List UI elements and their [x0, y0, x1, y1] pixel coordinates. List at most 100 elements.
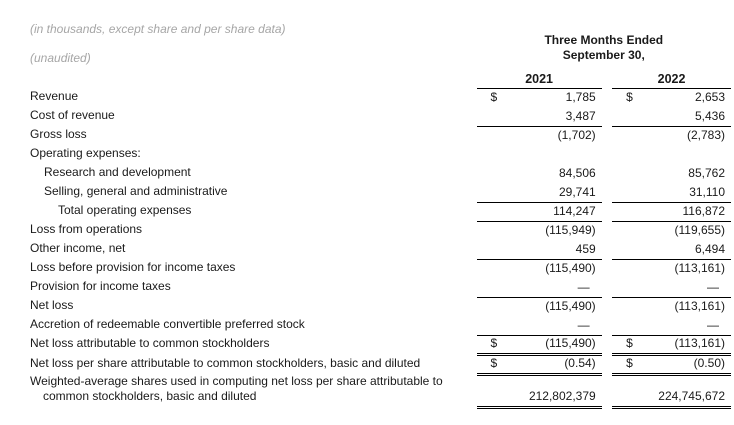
- dollar-sign-2022: [612, 202, 644, 222]
- row-label: Gross loss: [30, 127, 87, 141]
- column-gap: [602, 107, 612, 126]
- column-gap: [602, 66, 612, 88]
- table-row: Weighted-average shares used in computin…: [0, 374, 731, 409]
- dollar-sign-2022: [612, 297, 643, 316]
- table-row: Loss from operations (115,949) (119,655): [0, 221, 731, 240]
- dollar-sign-2021: $: [476, 335, 508, 356]
- value-2022: (2,783): [686, 128, 725, 142]
- table-row: Gross loss (1,702) (2,783): [0, 126, 731, 145]
- value-2021: 114,247: [507, 202, 602, 222]
- table-row: Provision for income taxes — —: [0, 278, 731, 298]
- table-row: Selling, general and administrative 29,7…: [0, 183, 731, 203]
- row-label: Total operating expenses: [58, 203, 192, 217]
- notes-cell: (in thousands, except share and per shar…: [0, 14, 477, 88]
- row-label: Loss from operations: [30, 222, 143, 236]
- units-note: (in thousands, except share and per shar…: [30, 22, 286, 36]
- row-label: Operating expenses:: [30, 146, 141, 160]
- dollar-sign-2021: [476, 278, 508, 298]
- value-2022: 85,762: [688, 166, 725, 180]
- dollar-sign-2021: [477, 297, 508, 316]
- dollar-sign-2022: [612, 374, 644, 409]
- table-row: Cost of revenue 3,487 5,436: [0, 107, 731, 127]
- column-gap: [602, 374, 612, 407]
- dollar-sign-2022: [612, 278, 644, 298]
- row-label: Net loss per share attributable to commo…: [30, 356, 421, 370]
- period-header-line1: Three Months Ended: [544, 33, 664, 47]
- header-row-period: (in thousands, except share and per shar…: [0, 14, 731, 66]
- dollar-sign-2022: [612, 107, 644, 127]
- value-2021: (1,702): [557, 128, 596, 142]
- table-row: Research and development 84,506 85,762: [0, 164, 731, 183]
- column-gap: [602, 145, 612, 164]
- row-label: Other income, net: [30, 241, 126, 255]
- value-2021: 212,802,379: [507, 374, 602, 409]
- column-gap: [602, 164, 612, 183]
- table-row: Revenue $ 1,785 $ 2,653: [0, 88, 731, 107]
- table-row: Loss before provision for income taxes (…: [0, 259, 731, 278]
- column-gap: [602, 354, 612, 374]
- value-2022: [643, 145, 731, 164]
- value-2022: (113,161): [674, 299, 725, 313]
- dollar-sign-2022: $: [612, 335, 644, 356]
- income-statement-table: (in thousands, except share and per shar…: [0, 14, 731, 409]
- period-header-line2: September 30,: [562, 48, 645, 62]
- table-row: Accretion of redeemable convertible pref…: [0, 316, 731, 336]
- column-gap: [602, 259, 612, 278]
- value-2022: 31,110: [643, 183, 731, 203]
- dollar-sign-2022: [612, 145, 643, 164]
- value-2021: (115,490): [545, 261, 596, 275]
- dollar-sign-2022: [612, 259, 643, 278]
- column-gap: [602, 335, 612, 354]
- value-2022: (113,161): [674, 261, 725, 275]
- value-2021: [508, 145, 602, 164]
- period-header: Three Months Ended September 30,: [477, 14, 731, 66]
- value-2021: (0.54): [507, 354, 602, 376]
- value-2021: —: [507, 316, 602, 336]
- value-2021: —: [507, 278, 602, 298]
- table-row: Operating expenses:: [0, 145, 731, 164]
- dollar-sign-2021: [476, 240, 508, 260]
- table-row: Total operating expenses 114,247 116,872: [0, 202, 731, 222]
- dollar-sign-2022: [612, 240, 644, 260]
- dollar-sign-2021: [477, 164, 508, 183]
- dollar-sign-2021: [476, 183, 508, 203]
- dollar-sign-2022: $: [612, 354, 644, 376]
- column-gap: [602, 297, 612, 316]
- row-label: Loss before provision for income taxes: [30, 260, 236, 274]
- value-2021: 84,506: [558, 166, 596, 180]
- row-label: Net loss attributable to common stockhol…: [30, 336, 270, 350]
- value-2022: 5,436: [643, 107, 731, 127]
- dollar-sign-2022: [612, 316, 644, 336]
- column-gap: [602, 221, 612, 240]
- value-2021: 459: [507, 240, 602, 260]
- column-gap: [602, 126, 612, 145]
- dollar-sign-2022: [612, 164, 643, 183]
- value-2022: (119,655): [674, 223, 725, 237]
- value-2022: 116,872: [643, 202, 731, 222]
- dollar-sign-2021: [476, 107, 508, 127]
- row-label: Weighted-average shares used in computin…: [30, 374, 443, 403]
- value-2021: (115,490): [545, 299, 596, 313]
- value-2022: 224,745,672: [643, 374, 731, 409]
- dollar-sign-2021: [477, 221, 508, 240]
- dollar-sign-2022: [612, 126, 643, 145]
- dollar-sign-2021: [477, 126, 508, 145]
- value-2022: (113,161): [643, 335, 731, 356]
- row-label: Revenue: [30, 89, 79, 103]
- value-2021: (115,490): [507, 335, 602, 356]
- dollar-sign-2022: $: [626, 90, 633, 104]
- dollar-sign-2021: [476, 202, 508, 222]
- table-row: Net loss per share attributable to commo…: [0, 354, 731, 376]
- dollar-sign-2021: [477, 259, 508, 278]
- dollar-sign-2021: [476, 316, 508, 336]
- row-label: Accretion of redeemable convertible pref…: [30, 317, 305, 331]
- row-label: Cost of revenue: [30, 108, 115, 122]
- row-label: Provision for income taxes: [30, 279, 171, 293]
- column-gap: [602, 183, 612, 202]
- table-row: Net loss attributable to common stockhol…: [0, 335, 731, 356]
- row-label: Net loss: [30, 298, 74, 312]
- value-2022: (0.50): [643, 354, 731, 376]
- value-2022: 2,653: [694, 90, 725, 104]
- table-row: Other income, net 459 6,494: [0, 240, 731, 260]
